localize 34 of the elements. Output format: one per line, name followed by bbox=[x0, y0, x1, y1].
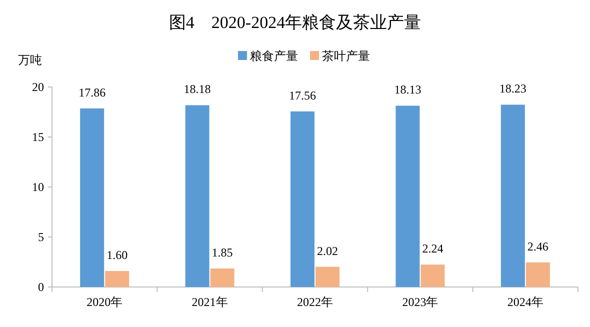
y-tick-label: 5 bbox=[38, 230, 44, 244]
bar bbox=[526, 262, 550, 287]
data-label: 18.13 bbox=[394, 82, 422, 97]
bar bbox=[210, 268, 234, 287]
chart-title: 图4 2020-2024年粮食及茶业产量 bbox=[168, 13, 422, 32]
data-label: 2.24 bbox=[422, 242, 444, 256]
y-tick-label: 0 bbox=[38, 280, 44, 294]
legend-label: 粮食产量 bbox=[250, 49, 298, 63]
bar bbox=[80, 108, 104, 287]
y-tick-label: 20 bbox=[32, 80, 44, 94]
x-tick-label: 2021年 bbox=[192, 295, 228, 309]
y-tick-label: 15 bbox=[32, 130, 44, 144]
data-label: 18.18 bbox=[184, 82, 211, 96]
bar bbox=[396, 106, 420, 287]
data-label: 1.85 bbox=[212, 246, 233, 260]
bar bbox=[185, 105, 210, 287]
legend-label: 茶叶产量 bbox=[322, 49, 370, 63]
x-tick-label: 2022年 bbox=[297, 295, 333, 309]
bar bbox=[500, 104, 525, 287]
data-label: 2.46 bbox=[527, 239, 548, 254]
data-label: 17.56 bbox=[289, 88, 316, 102]
data-label: 17.86 bbox=[78, 85, 106, 100]
x-tick-label: 2020年 bbox=[86, 295, 123, 309]
data-label: 18.23 bbox=[499, 82, 526, 96]
bar bbox=[420, 264, 445, 287]
bar bbox=[290, 111, 314, 287]
x-tick-label: 2024年 bbox=[507, 295, 544, 309]
bar bbox=[316, 266, 340, 287]
bar bbox=[105, 271, 130, 287]
y-axis-title: 万吨 bbox=[18, 53, 42, 67]
y-tick-label: 10 bbox=[32, 180, 44, 194]
data-label: 1.60 bbox=[106, 248, 128, 262]
x-tick-label: 2023年 bbox=[402, 295, 438, 309]
data-label: 2.02 bbox=[317, 244, 338, 258]
